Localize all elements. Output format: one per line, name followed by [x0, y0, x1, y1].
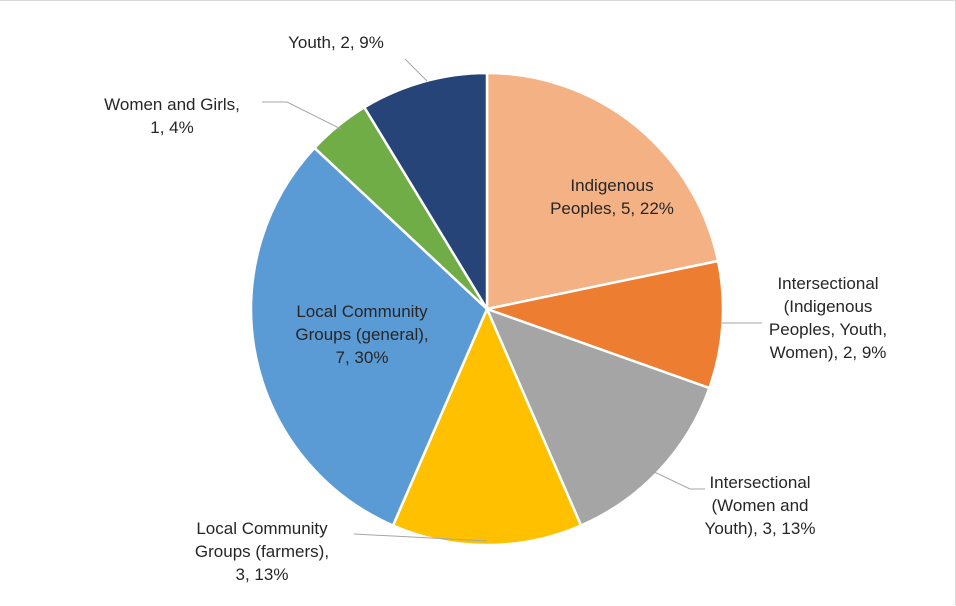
data-label-line: 3, 13%	[236, 565, 289, 584]
pie-slice-intersectional-indigenous-peoples-youth-women	[482, 259, 725, 390]
leader-line	[647, 468, 705, 490]
pie-slice-local-community-groups-general	[249, 146, 489, 528]
data-label: Women and Girls, 1, 4%	[104, 95, 240, 137]
data-label-line: Local Community	[296, 302, 428, 321]
data-label-line: Groups (farmers),	[195, 542, 329, 561]
pie-slice-indigenous-peoples	[485, 71, 720, 311]
data-label-line: Groups (general),	[295, 325, 428, 344]
leader-line	[353, 533, 488, 542]
data-label-line: Peoples, Youth,	[769, 320, 887, 339]
leader-line	[404, 58, 428, 82]
data-label-line: (Women and	[711, 496, 808, 515]
data-label-line: 1, 4%	[150, 118, 193, 137]
data-label-line: 7, 30%	[336, 348, 389, 367]
data-labels: Indigenous Peoples, 5, 22% Intersectional (…	[104, 33, 887, 584]
data-label: Indigenous Peoples, 5, 22%	[550, 176, 674, 218]
pie-slice-local-community-groups-farmers	[391, 305, 583, 547]
data-label-line: Women), 2, 9%	[770, 343, 887, 362]
data-label: Youth, 2, 9%	[288, 33, 384, 52]
data-label-line: Intersectional	[777, 274, 878, 293]
data-label-line: Intersectional	[709, 473, 810, 492]
leader-line	[262, 101, 342, 130]
data-label-line: Youth, 2, 9%	[288, 33, 384, 52]
data-label-line: Indigenous	[570, 176, 653, 195]
data-label-line: (Indigenous	[784, 297, 873, 316]
data-label: Local Community Groups (general), 7, 30%	[295, 302, 428, 367]
data-label: Local Community Groups (farmers), 3, 13%	[195, 519, 329, 584]
data-label: Intersectional (Women and Youth), 3, 13%	[705, 473, 816, 538]
data-label-line: Youth), 3, 13%	[705, 519, 816, 538]
pie-slice-youth	[362, 71, 489, 314]
data-label-line: Local Community	[196, 519, 328, 538]
leader-lines	[262, 58, 762, 542]
data-label: Intersectional (Indigenous Peoples, Youth,…	[769, 274, 887, 362]
data-label-line: Peoples, 5, 22%	[550, 199, 674, 218]
data-label-line: Women and Girls,	[104, 95, 240, 114]
